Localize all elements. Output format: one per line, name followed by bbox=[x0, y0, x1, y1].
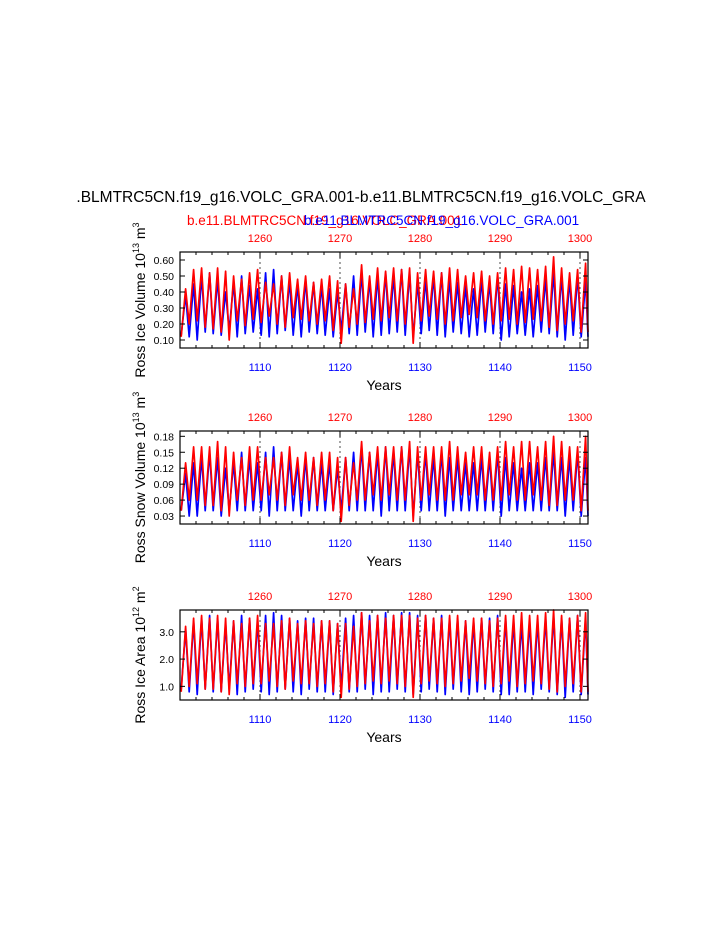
y-tick-label: 1.0 bbox=[159, 681, 174, 693]
x-top-tick-label: 1290 bbox=[488, 233, 512, 245]
series-line-red bbox=[180, 255, 589, 345]
y-label-exponent: 2 bbox=[131, 586, 141, 591]
y-label-exponent: 3 bbox=[131, 392, 141, 397]
x-bottom-tick-label: 1140 bbox=[488, 714, 512, 726]
x-bottom-tick-label: 1130 bbox=[408, 714, 432, 726]
x-top-tick-label: 1270 bbox=[328, 591, 352, 603]
y-label-exponent: 3 bbox=[131, 222, 141, 227]
y-tick-label: 0.09 bbox=[154, 479, 175, 491]
x-top-tick-label: 1270 bbox=[328, 233, 352, 245]
x-top-tick-label: 1260 bbox=[248, 412, 272, 424]
x-bottom-tick-label: 1150 bbox=[568, 538, 592, 550]
x-bottom-tick-label: 1150 bbox=[568, 714, 592, 726]
x-axis-label: Years bbox=[366, 377, 401, 393]
y-tick-label: 0.50 bbox=[154, 271, 175, 283]
x-bottom-tick-label: 1110 bbox=[249, 714, 272, 726]
y-tick-label: 0.60 bbox=[154, 255, 175, 267]
series-line-red bbox=[180, 609, 589, 699]
x-top-tick-label: 1290 bbox=[488, 412, 512, 424]
y-tick-label: 0.12 bbox=[154, 463, 175, 475]
y-tick-label: 3.0 bbox=[159, 627, 174, 639]
plot-frame bbox=[179, 609, 589, 701]
series-line-red bbox=[180, 435, 589, 523]
x-top-tick-label: 1290 bbox=[488, 591, 512, 603]
x-bottom-tick-label: 1140 bbox=[488, 362, 512, 374]
x-bottom-tick-label: 1120 bbox=[328, 714, 352, 726]
x-bottom-tick-label: 1120 bbox=[328, 362, 352, 374]
x-top-tick-label: 1300 bbox=[568, 591, 592, 603]
y-tick-label: 0.30 bbox=[154, 303, 175, 315]
y-tick-label: 0.03 bbox=[154, 511, 175, 523]
x-bottom-tick-label: 1110 bbox=[249, 538, 272, 550]
y-label-exponent: 12 bbox=[131, 607, 141, 617]
y-label-part: Ross Ice Volume 10 bbox=[132, 253, 148, 378]
x-bottom-tick-label: 1150 bbox=[568, 362, 592, 374]
legend-red-label: b.e11.BLMTRC5CN.f19_g16.VOLC_GRA.001 bbox=[187, 213, 462, 228]
y-label-part: Ross Ice Area 10 bbox=[132, 617, 148, 724]
y-label-part: m bbox=[132, 591, 148, 607]
y-label-part: m bbox=[132, 227, 148, 243]
x-top-tick-label: 1300 bbox=[568, 412, 592, 424]
x-top-tick-label: 1280 bbox=[408, 591, 432, 603]
x-top-tick-label: 1270 bbox=[328, 412, 352, 424]
figure-title: .BLMTRC5CN.f19_g16.VOLC_GRA.001-b.e11.BL… bbox=[76, 189, 646, 206]
x-bottom-tick-label: 1130 bbox=[408, 362, 432, 374]
x-bottom-tick-label: 1110 bbox=[249, 362, 272, 374]
y-label-part: Ross Snow Volume 10 bbox=[132, 422, 148, 563]
panel-volume: 0.10 0.20 0.30 0.40 0.50 0.60 1110 1120 1130 1140… bbox=[131, 222, 592, 393]
y-label-exponent: 13 bbox=[131, 412, 141, 422]
y-axis-label: Ross Ice Volume 1013 m3 bbox=[131, 222, 148, 377]
x-bottom-tick-label: 1120 bbox=[328, 538, 352, 550]
x-axis-label: Years bbox=[366, 553, 401, 569]
y-tick-label: 0.06 bbox=[154, 495, 175, 507]
x-top-tick-label: 1300 bbox=[568, 233, 592, 245]
y-tick-label: 0.10 bbox=[154, 335, 175, 347]
x-top-tick-label: 1260 bbox=[248, 591, 272, 603]
y-label-exponent: 13 bbox=[131, 243, 141, 253]
legend-blue-label: b.e11.BLMTRC5CN.f19_g16.VOLC_GRA.001 bbox=[304, 213, 579, 228]
y-tick-label: 0.18 bbox=[154, 431, 175, 443]
panel-snow: 0.03 0.06 0.09 0.12 0.15 0.18 1110 1120 1130 1140… bbox=[131, 392, 592, 569]
plot-frame bbox=[179, 251, 589, 349]
x-bottom-tick-label: 1130 bbox=[408, 538, 432, 550]
y-tick-label: 0.20 bbox=[154, 319, 175, 331]
panel-area: 1.0 2.0 3.0 1110 1120 1130 1140 1150 1260 1270 128… bbox=[131, 586, 592, 745]
plot-frame bbox=[179, 430, 589, 525]
y-tick-label: 2.0 bbox=[159, 654, 174, 666]
x-axis-label: Years bbox=[366, 729, 401, 745]
x-top-tick-label: 1280 bbox=[408, 233, 432, 245]
x-top-tick-label: 1280 bbox=[408, 412, 432, 424]
y-tick-label: 0.15 bbox=[154, 447, 175, 459]
y-axis-label: Ross Ice Area 1012 m2 bbox=[131, 586, 148, 723]
y-label-part: m bbox=[132, 397, 148, 413]
y-axis-label: Ross Snow Volume 1013 m3 bbox=[131, 392, 148, 563]
x-bottom-tick-label: 1140 bbox=[488, 538, 512, 550]
x-top-tick-label: 1260 bbox=[248, 233, 272, 245]
y-tick-label: 0.40 bbox=[154, 287, 175, 299]
